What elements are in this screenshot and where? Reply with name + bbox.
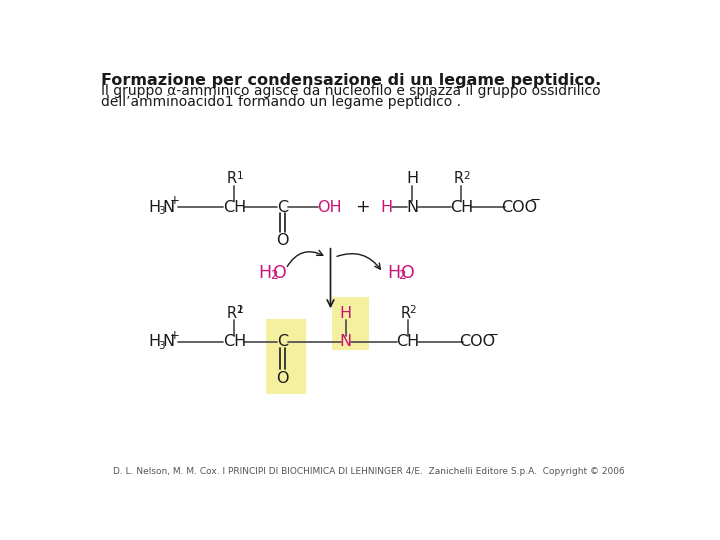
Text: CH: CH [222,200,246,215]
Bar [332,298,369,350]
Text: R: R [227,171,237,186]
Text: Il gruppo α-amminico agisce da nucleofilo e spiazza il gruppo ossidrilico: Il gruppo α-amminico agisce da nucleofil… [101,84,600,98]
Text: H: H [387,264,400,282]
Text: OH: OH [317,200,341,215]
Text: 2: 2 [236,306,243,315]
Text: N: N [406,200,418,215]
Text: R: R [227,306,237,321]
Text: O: O [276,233,289,248]
Text: 1: 1 [236,306,243,315]
Text: Formazione per condensazione di un legame peptidico.: Formazione per condensazione di un legam… [101,72,601,87]
Text: O: O [401,264,415,282]
Text: 2: 2 [398,269,406,282]
Text: 1: 1 [236,171,243,181]
Text: +: + [170,328,180,342]
Text: −: − [487,328,498,342]
Text: CH: CH [450,200,473,215]
Text: H: H [258,264,271,282]
Text: 2: 2 [270,269,277,282]
Text: COO: COO [459,334,495,349]
Text: 3: 3 [158,341,165,351]
Text: COO: COO [501,200,537,215]
Text: H: H [381,200,393,215]
Text: C: C [277,334,288,349]
Text: −: − [530,194,541,207]
Text: C: C [277,200,288,215]
Text: 2: 2 [464,171,470,181]
Text: N: N [162,334,174,349]
Text: +: + [170,194,180,207]
Text: 3: 3 [158,206,165,216]
Bar [266,319,306,394]
Text: H: H [406,171,418,186]
Text: D. L. Nelson, M. M. Cox. I PRINCIPI DI BIOCHIMICA DI LEHNINGER 4/E.  Zanichelli : D. L. Nelson, M. M. Cox. I PRINCIPI DI B… [113,467,625,476]
Text: O: O [273,264,287,282]
Text: N: N [162,200,174,215]
Text: R: R [400,306,410,321]
Text: H: H [340,306,352,321]
Text: N: N [340,334,352,349]
Text: +: + [356,198,370,216]
Text: O: O [276,370,289,386]
Text: 2: 2 [410,306,416,315]
Text: CH: CH [222,334,246,349]
Text: CH: CH [396,334,419,349]
Text: dell’amminoacido1 formando un legame peptidico .: dell’amminoacido1 formando un legame pep… [101,95,461,109]
Text: R: R [454,171,464,186]
Text: H: H [148,334,161,349]
Text: H: H [148,200,161,215]
